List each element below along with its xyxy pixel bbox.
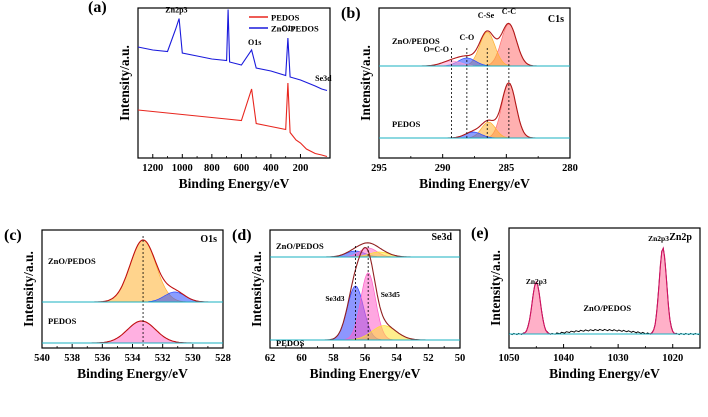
x-tick-label: 528 bbox=[215, 353, 231, 364]
survey-line bbox=[137, 82, 328, 158]
x-tick-label: 536 bbox=[94, 353, 110, 364]
panel-d: 62 60 58 56 54 52 50 Binding Energy/eV Intensity… bbox=[232, 227, 465, 381]
x-tick-label: 538 bbox=[64, 353, 80, 364]
peak-label: Se3d5 bbox=[381, 290, 400, 299]
sample-label: PEDOS bbox=[48, 316, 77, 326]
x-tick-label: 530 bbox=[185, 353, 201, 364]
peak-label: Zn2p3 bbox=[648, 234, 669, 243]
sample-label: ZnO/PEDOS bbox=[392, 36, 440, 46]
x-axis-label: Binding Energy/eV bbox=[77, 366, 188, 381]
panel-label: (a) bbox=[88, 0, 107, 16]
x-tick-label: 1200 bbox=[142, 163, 163, 174]
panel-c: 540 538 536 534 532 530 528 Binding Energy/eV In… bbox=[4, 227, 231, 381]
panel-label: (b) bbox=[341, 5, 361, 22]
se3d-bottom-component bbox=[270, 272, 460, 341]
x-tick-label: 285 bbox=[498, 163, 514, 174]
x-tick-label: 1040 bbox=[553, 353, 574, 364]
plot-frame bbox=[508, 227, 701, 349]
o1s-top-component bbox=[42, 239, 223, 303]
c1s-bottom-component bbox=[379, 131, 570, 139]
annotation: O1s bbox=[248, 38, 261, 47]
x-tick-label: 532 bbox=[155, 353, 171, 364]
annotation: Se3d bbox=[315, 74, 332, 83]
x-tick-label: 54 bbox=[391, 353, 402, 364]
plot-frame bbox=[137, 7, 331, 159]
x-tick-label: 600 bbox=[234, 163, 250, 174]
peak-label: C-C bbox=[502, 7, 516, 16]
peak-label: Zn2p3 bbox=[526, 277, 547, 286]
x-tick-label: 295 bbox=[371, 163, 387, 174]
peak-label: C-Se bbox=[478, 11, 495, 20]
chart-title: C1s bbox=[548, 14, 564, 25]
x-axis-label: Binding Energy/eV bbox=[310, 366, 421, 381]
chart-title: Zn2p bbox=[669, 232, 692, 243]
y-axis-label: Intensity/a.u. bbox=[21, 251, 36, 327]
x-tick-label: 1030 bbox=[608, 353, 629, 364]
x-tick-label: 1050 bbox=[499, 353, 520, 364]
x-tick-label: 62 bbox=[265, 353, 276, 364]
x-tick-label: 290 bbox=[435, 163, 451, 174]
x-tick-label: 1020 bbox=[662, 353, 683, 364]
x-tick-label: 540 bbox=[34, 353, 50, 364]
y-axis-label: Intensity/a.u. bbox=[358, 45, 373, 121]
sample-label: PEDOS bbox=[276, 338, 305, 348]
x-axis-label: Binding Energy/eV bbox=[419, 176, 530, 191]
x-tick-label: 60 bbox=[296, 353, 307, 364]
peak-label: C-O bbox=[460, 33, 475, 42]
peak-label: O=C-O bbox=[424, 45, 449, 54]
x-tick-label: 58 bbox=[328, 353, 339, 364]
x-tick-label: 50 bbox=[455, 353, 466, 364]
panel-label: (e) bbox=[471, 225, 489, 242]
panel-b: 295 290 285 280 Binding Energy/eV Intensity/a… bbox=[341, 5, 578, 191]
y-axis-label: Intensity/a.u. bbox=[249, 251, 264, 327]
legend-entry: ZnO/PEDOS bbox=[271, 24, 319, 34]
chart-title: O1s bbox=[200, 234, 217, 245]
x-tick-label: 52 bbox=[423, 353, 434, 364]
x-axis-label: Binding Energy/eV bbox=[549, 366, 660, 381]
annotation: Zn2p3 bbox=[165, 6, 187, 15]
legend-entry: PEDOS bbox=[271, 13, 300, 23]
sample-label: ZnO/PEDOS bbox=[583, 303, 631, 313]
sample-label: ZnO/PEDOS bbox=[48, 256, 96, 266]
y-axis-label: Intensity/a.u. bbox=[488, 250, 503, 326]
x-tick-label: 400 bbox=[263, 163, 279, 174]
annotation: C1s bbox=[281, 24, 294, 33]
sample-label: PEDOS bbox=[392, 119, 421, 129]
x-tick-label: 56 bbox=[360, 353, 371, 364]
c1s-bottom-envelope bbox=[379, 82, 570, 139]
x-tick-label: 800 bbox=[204, 163, 220, 174]
x-tick-label: 200 bbox=[293, 163, 309, 174]
survey-line bbox=[137, 9, 328, 92]
chart-title: Se3d bbox=[431, 232, 452, 243]
x-tick-label: 1000 bbox=[172, 163, 193, 174]
x-tick-label: 534 bbox=[125, 353, 142, 364]
peak-label: Se3d3 bbox=[325, 294, 344, 303]
y-axis-label: Intensity/a.u. bbox=[117, 45, 132, 121]
panel-label: (d) bbox=[232, 227, 252, 244]
sample-label: ZnO/PEDOS bbox=[276, 241, 324, 251]
x-tick-label: 280 bbox=[562, 163, 578, 174]
panel-label: (c) bbox=[4, 227, 22, 244]
x-axis-label: Binding Energy/eV bbox=[179, 176, 290, 191]
